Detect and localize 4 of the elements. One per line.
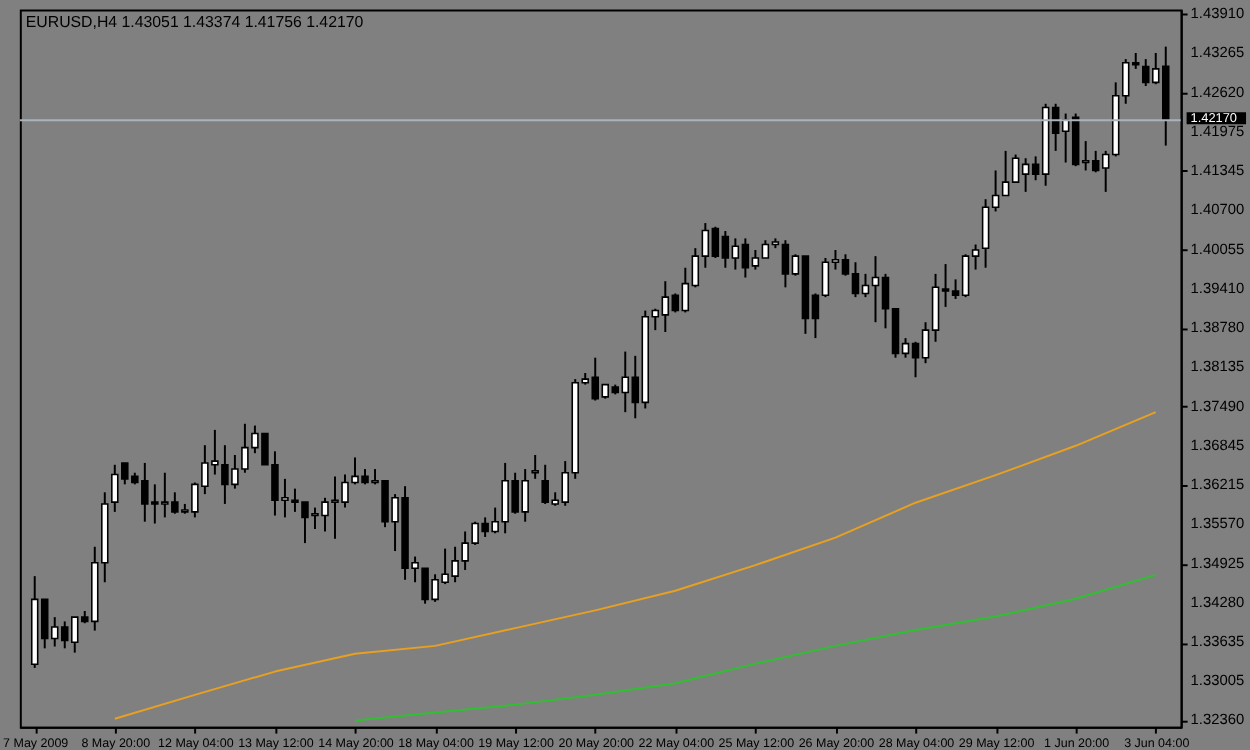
line-series	[113, 411, 1157, 720]
line-series	[354, 573, 1157, 722]
chart-title: EURUSD,H4 1.43051 1.43374 1.41756 1.42170	[25, 13, 365, 32]
candlestick	[531, 453, 539, 480]
